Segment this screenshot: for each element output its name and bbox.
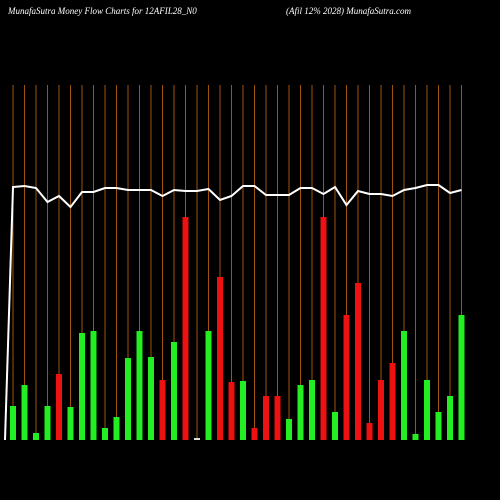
- bar: [21, 385, 28, 440]
- bar: [125, 358, 131, 440]
- bar: [366, 423, 373, 440]
- bar: [332, 412, 338, 440]
- bar: [401, 331, 407, 440]
- bar: [309, 380, 315, 440]
- bar: [159, 380, 166, 440]
- bar: [113, 417, 120, 440]
- bar: [205, 331, 212, 440]
- bar: [297, 385, 304, 440]
- bar: [240, 381, 246, 440]
- bar: [148, 357, 154, 440]
- bar: [136, 331, 143, 440]
- bar: [378, 380, 384, 440]
- bar: [458, 315, 465, 440]
- money-flow-line: [4, 184, 462, 441]
- bar: [67, 407, 74, 440]
- bar: [228, 382, 235, 440]
- bar: [263, 396, 269, 440]
- bar: [343, 315, 350, 440]
- bar: [194, 438, 200, 440]
- bar: [44, 406, 51, 440]
- bar: [424, 380, 430, 440]
- bar: [10, 406, 16, 440]
- chart-title: MunafaSutra Money Flow Charts for 12AFIL…: [7, 6, 197, 16]
- bar: [412, 434, 419, 440]
- bar: [286, 419, 292, 440]
- bar: [217, 277, 223, 440]
- bar: [171, 342, 177, 440]
- bar: [90, 331, 97, 440]
- bar: [102, 428, 108, 440]
- bar: [182, 217, 189, 440]
- chart-subtitle: (Afil 12% 2028) MunafaSutra.com: [286, 6, 411, 16]
- bar: [320, 217, 327, 440]
- bar: [355, 283, 361, 440]
- bar: [33, 433, 39, 440]
- bar: [251, 428, 258, 440]
- bar: [435, 412, 442, 440]
- bar: [389, 363, 396, 440]
- bar: [56, 374, 62, 440]
- bar: [447, 396, 453, 440]
- bar: [274, 396, 281, 440]
- bar: [79, 333, 85, 440]
